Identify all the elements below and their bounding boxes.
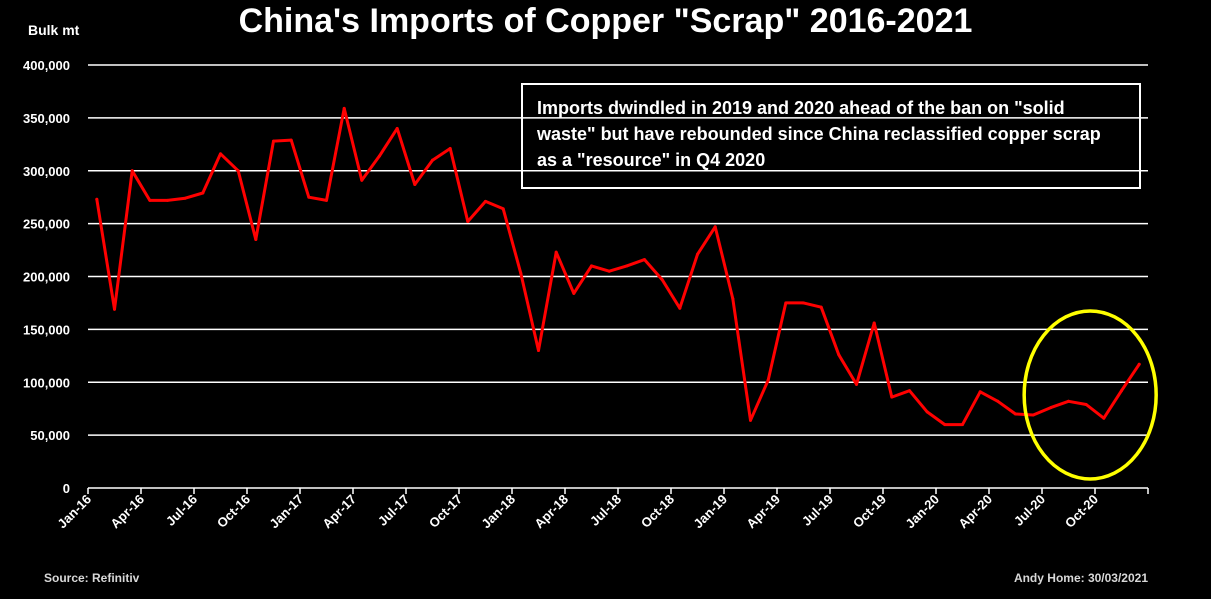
- data-point: [1067, 399, 1070, 403]
- data-point: [961, 423, 964, 427]
- data-point: [1084, 402, 1088, 406]
- data-point: [130, 169, 134, 173]
- data-point: [554, 250, 558, 254]
- data-point: [872, 321, 876, 325]
- data-point: [996, 399, 1000, 403]
- y-tick-label: 100,000: [23, 375, 70, 390]
- x-tick-label: Jul-20: [1011, 492, 1048, 529]
- data-point: [943, 423, 947, 427]
- x-tick-label: Jan-20: [902, 492, 942, 532]
- source-note: Source: Refinitiv: [44, 571, 140, 585]
- data-point: [95, 197, 99, 201]
- x-tick-label: Jul-19: [799, 492, 836, 529]
- x-tick-label: Apr-17: [319, 492, 359, 532]
- x-tick-label: Oct-17: [426, 492, 465, 531]
- data-point: [731, 297, 735, 301]
- data-point: [819, 305, 823, 309]
- data-point: [148, 198, 152, 202]
- x-tick-label: Jul-17: [375, 492, 412, 529]
- data-point: [325, 198, 328, 202]
- data-point: [113, 307, 116, 311]
- x-tick-label: Oct-20: [1062, 492, 1101, 531]
- y-tick-label: 0: [63, 481, 70, 496]
- x-tick-label: Oct-19: [850, 492, 889, 531]
- x-tick-label: Jan-19: [690, 492, 730, 532]
- data-point: [784, 301, 788, 305]
- data-point: [272, 139, 275, 143]
- data-point: [978, 390, 982, 394]
- data-point: [837, 353, 841, 357]
- x-tick-label: Apr-16: [107, 492, 147, 532]
- data-point: [1014, 412, 1017, 416]
- data-point: [289, 138, 293, 142]
- data-point: [466, 220, 470, 224]
- y-tick-label: 150,000: [23, 322, 70, 337]
- data-point: [307, 195, 311, 199]
- data-point: [1120, 389, 1123, 393]
- data-point: [1049, 406, 1053, 410]
- data-point: [678, 306, 682, 310]
- x-tick-label: Apr-19: [743, 492, 783, 532]
- x-tick-label: Oct-18: [638, 492, 677, 531]
- data-point: [360, 178, 364, 182]
- x-tick-label: Apr-18: [531, 492, 571, 532]
- data-point: [607, 269, 611, 273]
- x-tick-label: Jul-16: [163, 492, 200, 529]
- data-point: [501, 207, 505, 211]
- data-point: [395, 126, 399, 130]
- data-point: [342, 106, 346, 110]
- y-tick-label: 50,000: [30, 428, 70, 443]
- data-point: [1102, 416, 1106, 420]
- data-point: [572, 291, 576, 295]
- credit-note: Andy Home: 30/03/2021: [1013, 571, 1148, 585]
- y-tick-label: 350,000: [23, 111, 70, 126]
- data-point: [166, 198, 169, 202]
- data-point: [1137, 362, 1141, 366]
- highlight-ellipse: [1022, 309, 1158, 481]
- data-point: [537, 349, 540, 353]
- data-point: [219, 152, 222, 156]
- data-point: [625, 264, 629, 268]
- data-point: [802, 301, 805, 305]
- data-point: [201, 191, 205, 195]
- data-point: [484, 199, 487, 203]
- data-point: [1031, 413, 1035, 417]
- data-point: [413, 182, 417, 186]
- data-point: [378, 154, 381, 158]
- x-tick-label: Jan-16: [54, 492, 94, 532]
- data-point: [855, 382, 858, 386]
- data-point: [183, 196, 187, 200]
- y-tick-label: 250,000: [23, 217, 70, 232]
- y-axis-unit-label: Bulk mt: [28, 22, 80, 38]
- x-tick-label: Apr-20: [955, 492, 995, 532]
- data-point: [431, 158, 434, 162]
- chart-title: China's Imports of Copper "Scrap" 2016-2…: [238, 2, 973, 40]
- data-point: [908, 389, 911, 393]
- data-point: [660, 278, 664, 282]
- y-tick-label: 300,000: [23, 164, 70, 179]
- data-point: [925, 410, 929, 414]
- series-line: [95, 106, 1141, 427]
- data-point: [448, 147, 452, 151]
- data-point: [696, 252, 699, 256]
- x-tick-label: Jul-18: [587, 492, 624, 529]
- data-point: [890, 395, 894, 399]
- data-point: [254, 237, 258, 241]
- x-tick-label: Jan-17: [266, 492, 306, 532]
- annotation-box: Imports dwindled in 2019 and 2020 ahead …: [521, 83, 1141, 189]
- data-point: [236, 169, 240, 173]
- data-point: [713, 225, 717, 229]
- y-tick-label: 400,000: [23, 58, 70, 73]
- data-point: [519, 271, 523, 275]
- x-tick-label: Jan-18: [478, 492, 518, 532]
- x-tick-label: Oct-16: [214, 492, 253, 531]
- data-point: [590, 264, 593, 268]
- y-tick-label: 200,000: [23, 270, 70, 285]
- data-point: [766, 378, 770, 382]
- data-point: [749, 418, 752, 422]
- data-point: [643, 258, 646, 262]
